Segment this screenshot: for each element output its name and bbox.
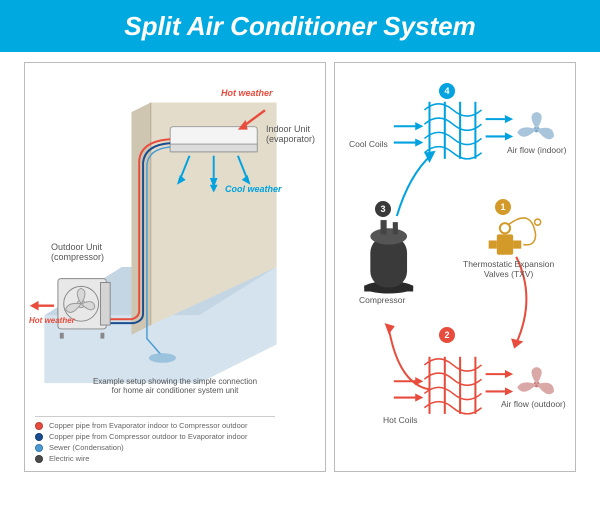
airflow-indoor-label: Air flow (indoor): [507, 145, 567, 155]
compressor-icon: [364, 220, 413, 293]
example-caption: Example setup showing the simple connect…: [25, 377, 325, 395]
step-badge-1: 1: [495, 199, 511, 215]
step-badge-4: 4: [439, 83, 455, 99]
outdoor-fan-icon: [517, 367, 554, 394]
content-area: Hot weather Indoor Unit (evaporator) Coo…: [0, 52, 600, 472]
step-badge-3: 3: [375, 201, 391, 217]
hot-weather-side-label: Hot weather: [29, 317, 75, 326]
legend-row: Copper pipe from Evaporator indoor to Co…: [35, 421, 275, 430]
txv-icon: [489, 218, 541, 255]
refrigeration-cycle-panel: 1 2 3 4 Cool Coils Air flow (indoor) Com…: [334, 62, 576, 472]
cool-weather-label: Cool weather: [225, 185, 282, 195]
indoor-unit-label: Indoor Unit (evaporator): [266, 125, 315, 145]
indoor-fan-icon: [517, 112, 554, 139]
legend-row: Sewer (Condensation): [35, 443, 275, 452]
legend-text: Copper pipe from Evaporator indoor to Co…: [49, 421, 247, 430]
legend-row: Copper pipe from Compressor outdoor to E…: [35, 432, 275, 441]
hot-coils-icon: [424, 357, 481, 414]
legend-text: Copper pipe from Compressor outdoor to E…: [49, 432, 247, 441]
step-badge-2: 2: [439, 327, 455, 343]
legend: Copper pipe from Evaporator indoor to Co…: [35, 416, 275, 463]
compressor-label: Compressor: [359, 295, 405, 305]
hot-coils-label: Hot Coils: [383, 415, 417, 425]
legend-row: Electric wire: [35, 454, 275, 463]
title-text: Split Air Conditioner System: [124, 11, 476, 42]
outdoor-unit-label: Outdoor Unit (compressor): [51, 243, 104, 263]
cool-coils-icon: [424, 102, 481, 159]
hot-weather-top-label: Hot weather: [221, 89, 273, 99]
installation-diagram-panel: Hot weather Indoor Unit (evaporator) Coo…: [24, 62, 326, 472]
airflow-outdoor-label: Air flow (outdoor): [501, 399, 566, 409]
legend-text: Sewer (Condensation): [49, 443, 124, 452]
cool-coils-label: Cool Coils: [349, 139, 388, 149]
title-bar: Split Air Conditioner System: [0, 0, 600, 52]
legend-text: Electric wire: [49, 454, 89, 463]
txv-label: Thermostatic Expansion Valves (TXV): [463, 259, 554, 279]
